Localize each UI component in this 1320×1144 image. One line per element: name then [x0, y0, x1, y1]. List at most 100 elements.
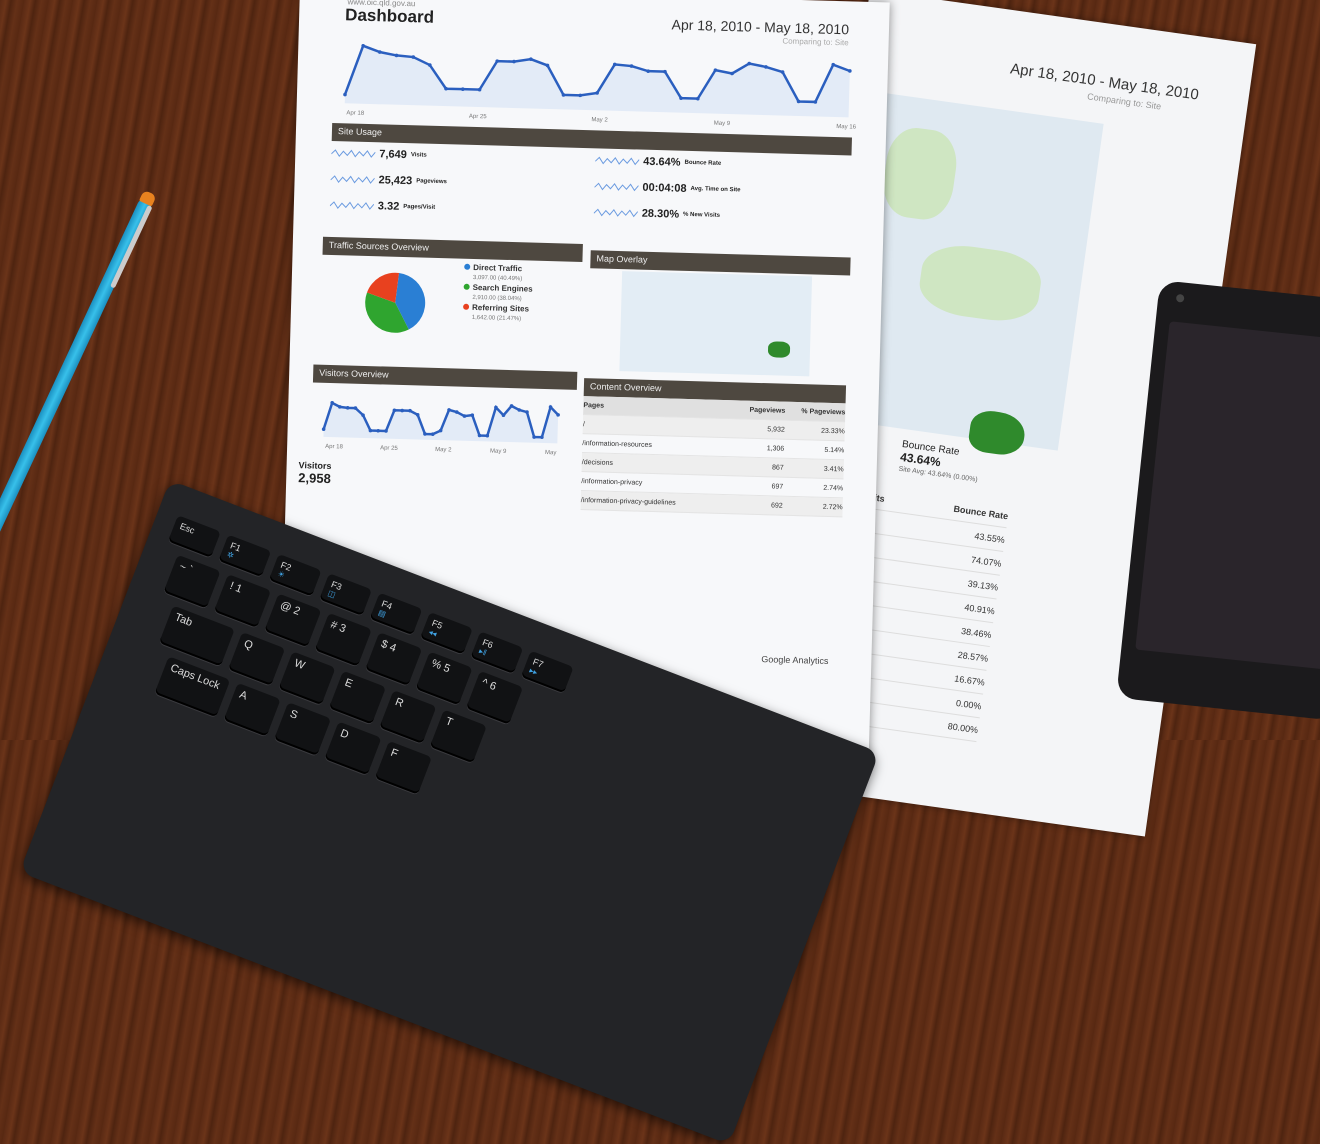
main-chart-point [663, 69, 667, 74]
main-chart-point [764, 65, 768, 69]
metric-pages-visit: 3.32 Pages/Visit [329, 199, 436, 214]
key[interactable]: $ 4 [365, 632, 423, 686]
visitors-chart-point [532, 435, 536, 439]
visitors-chart-point [321, 427, 326, 432]
visitors-chart-tick: May 2 [435, 447, 452, 453]
legend-item: Search Engines 2,910.00 (38.04%) [463, 283, 533, 305]
main-chart-point [796, 99, 801, 104]
main-chart-point [730, 71, 734, 76]
visitors-chart-tick: Apr 18 [325, 444, 344, 451]
key[interactable]: F4 ▤ [369, 592, 423, 636]
comparing-text: Comparing to: Site [782, 36, 849, 48]
visitors-chart-tick: May [545, 450, 557, 456]
main-chart-point [529, 57, 533, 61]
main-chart-point [578, 93, 583, 98]
legend-item: Direct Traffic 3,097.00 (40.49%) [464, 263, 534, 285]
key[interactable]: @ 2 [264, 593, 322, 648]
visitors-chart-point [430, 432, 435, 436]
visitors-chart-point [330, 401, 334, 405]
pen-clip [109, 204, 153, 289]
main-chart-point [848, 69, 852, 73]
visitors-chart-point [540, 435, 544, 440]
key[interactable]: S [273, 702, 332, 756]
key[interactable]: E [328, 670, 387, 725]
main-chart-tick: May 9 [714, 121, 731, 127]
sparkline-icon [330, 175, 375, 184]
key[interactable]: F [374, 740, 433, 795]
main-chart-point [747, 61, 752, 66]
traffic-sources-header: Traffic Sources Overview [322, 236, 583, 262]
main-chart-point [512, 59, 516, 64]
key[interactable]: F3 ◫ [319, 573, 373, 616]
main-chart-point [780, 70, 785, 74]
pie-slice [367, 272, 400, 303]
metric--new-visits: 28.30%% New Visits [593, 206, 721, 222]
main-chart-point [343, 92, 347, 97]
main-chart-point [460, 87, 465, 91]
visitors-chart-point [477, 433, 482, 438]
legend-item: Referring Sites 1,642.00 (21.47%) [463, 303, 533, 325]
main-chart-point [595, 91, 599, 95]
main-chart-point [411, 55, 416, 59]
date-range: Apr 18, 2010 - May 18, 2010 [671, 16, 850, 38]
visitors-chart-area [323, 402, 559, 444]
key[interactable]: # 3 [314, 612, 372, 667]
key[interactable]: ! 1 [213, 574, 272, 628]
visitors-chart-point [454, 410, 459, 414]
sparkline-icon [594, 182, 639, 192]
key[interactable]: F6 ▸‖ [470, 631, 524, 674]
key[interactable]: Q [227, 632, 286, 686]
visitors-chart-point [384, 429, 388, 433]
main-chart-tick: Apr 25 [469, 114, 488, 121]
visitors-chart-point [556, 413, 560, 417]
key[interactable]: % 5 [415, 651, 473, 706]
metric-pageviews: 25,423 Pageviews [330, 173, 447, 188]
key[interactable]: F1 ✲ [218, 534, 272, 578]
main-chart-point [831, 62, 836, 67]
key[interactable]: ^ 6 [465, 670, 524, 725]
pie-slice [365, 292, 409, 333]
visitors-overview-header: Visitors Overview [312, 364, 578, 390]
sparkline-icon [331, 149, 376, 158]
pie-slice [395, 273, 426, 330]
traffic-legend: Direct Traffic 3,097.00 (40.49%) Search En… [463, 263, 534, 325]
visitors-chart-point [509, 404, 514, 408]
key[interactable]: W [278, 651, 336, 706]
key[interactable]: R [379, 690, 437, 744]
metric-bounce-rate: 43.64% Bounce Rate [595, 154, 721, 170]
key[interactable]: F5 ◂◂ [419, 611, 473, 655]
key[interactable]: T [429, 709, 487, 764]
visitors-line-chart: Apr 18 Apr 25 May 2 May 9 May [321, 401, 560, 456]
main-chart-point [813, 100, 818, 104]
traffic-pie-chart [365, 272, 426, 333]
visitors-chart-point [368, 428, 373, 433]
main-chart-point [612, 62, 617, 67]
phone-screen [1135, 321, 1320, 670]
main-chart-point [444, 86, 448, 91]
sparkline-icon [593, 208, 638, 218]
visitors-chart-point [392, 408, 397, 413]
content-table: Pages Pageviews% Pageviews /5,932 23.33%/i… [580, 396, 846, 518]
visitors-chart-tick: Apr 25 [380, 445, 399, 452]
main-chart-point [561, 93, 566, 97]
pen [0, 189, 157, 548]
main-chart-point [629, 64, 634, 68]
key[interactable]: A [223, 682, 281, 737]
visitors-chart-point [462, 414, 467, 418]
visitors-chart-point [353, 406, 358, 410]
key[interactable]: D [324, 721, 382, 776]
key[interactable]: F2 ☀ [268, 553, 322, 597]
metric-visits: 7,649 Visits [331, 147, 427, 162]
visitors-chart-point [408, 408, 412, 413]
visitors-chart-point [415, 412, 420, 417]
main-chart-point [377, 50, 382, 54]
visitors-chart-point [376, 428, 381, 433]
key[interactable]: ~ ` [163, 554, 221, 609]
visitors-total: Visitors 2,958 [298, 460, 332, 487]
dashboard-report-page: www.oic.qld.gov.au Dashboard Apr 18, 201… [278, 0, 890, 763]
main-chart-point [495, 59, 499, 63]
visitors-chart-point [438, 428, 443, 433]
main-chart-point [394, 53, 399, 58]
key[interactable]: F7 ▸▸ [520, 650, 574, 694]
key[interactable]: Esc [167, 515, 221, 558]
